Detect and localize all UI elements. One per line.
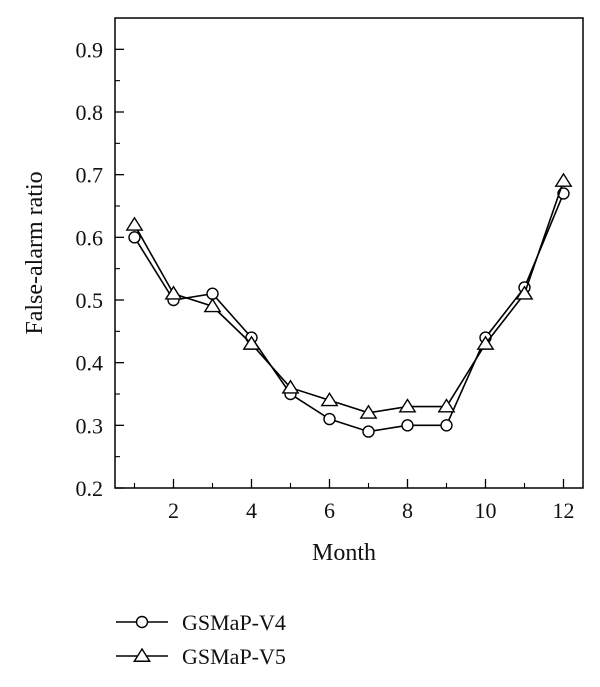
x-tick-label: 4: [246, 498, 257, 523]
legend-marker: [133, 647, 151, 662]
data-point: [128, 231, 141, 244]
y-tick-label: 0.3: [76, 413, 104, 438]
legend-item: GSMaP-V5: [116, 644, 286, 669]
data-point: [440, 419, 453, 432]
data-point: [359, 404, 378, 419]
legend-marker: [135, 615, 149, 629]
data-point: [242, 335, 261, 350]
x-tick-label: 2: [168, 498, 179, 523]
legend-item: GSMaP-V4: [116, 610, 286, 635]
y-tick-label: 0.4: [76, 351, 104, 376]
x-axis: 2 4 6 8 10 12: [133, 479, 575, 523]
y-tick-label: 0.2: [76, 476, 104, 501]
x-tick-label: 8: [402, 498, 413, 523]
y-tick-label: 0.7: [76, 163, 104, 188]
data-point: [281, 379, 300, 394]
data-point: [164, 285, 183, 300]
series-line: [133, 180, 565, 414]
data-point: [362, 425, 375, 438]
data-point: [401, 419, 414, 432]
y-axis-label: False-alarm ratio: [22, 171, 48, 334]
data-point: [320, 391, 339, 407]
x-tick-label: 10: [475, 498, 497, 523]
data-point: [476, 335, 495, 350]
data-point: [206, 287, 219, 300]
data-point: [437, 398, 456, 413]
plot-frame: [114, 17, 584, 489]
legend: GSMaP-V4 GSMaP-V5: [116, 610, 286, 669]
x-tick-label: 6: [324, 498, 335, 523]
data-point: [515, 285, 534, 300]
data-point: [125, 216, 144, 231]
series-layer: [125, 172, 573, 438]
legend-label: GSMaP-V4: [182, 610, 286, 635]
series-GSMaP-V4: [128, 187, 570, 438]
y-tick-label: 0.9: [76, 37, 104, 62]
x-axis-label: Month: [312, 540, 376, 566]
x-tick-label: 12: [553, 498, 575, 523]
legend-label: GSMaP-V5: [182, 644, 286, 669]
y-tick-label: 0.8: [76, 100, 104, 125]
data-point: [398, 398, 417, 413]
data-point: [323, 412, 336, 426]
y-tick-label: 0.5: [76, 288, 104, 313]
series-GSMaP-V5: [125, 172, 573, 419]
series-line: [133, 193, 565, 433]
data-point: [554, 172, 573, 187]
y-axis: 0.2 0.3 0.4 0.5 0.6 0.7 0.8 0.9: [76, 37, 124, 501]
y-tick-label: 0.6: [76, 225, 104, 250]
data-point: [203, 297, 222, 313]
